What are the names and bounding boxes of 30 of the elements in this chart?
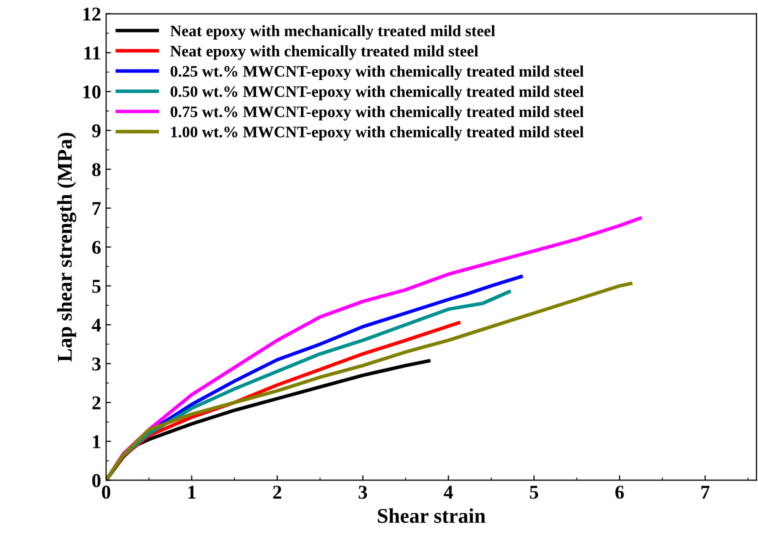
legend-label: Neat epoxy with mechanically treated mild steel <box>170 25 496 40</box>
x-tick-label: 7 <box>701 486 710 499</box>
x-tick-label: 1 <box>188 486 196 499</box>
legend-label: 1.00 wt.% MWCNT-epoxy with chemically treated mild steel <box>171 126 584 141</box>
x-tick-label: 5 <box>530 486 538 499</box>
legend-label: 0.50 wt.% MWCNT-epoxy with chemically treated mild steel <box>170 86 584 100</box>
y-tick-label: 12 <box>83 8 100 21</box>
y-tick-label: 8 <box>92 163 101 176</box>
y-tick-label: 1 <box>93 435 100 448</box>
y-tick-label: 11 <box>84 46 100 60</box>
y-tick-label: 10 <box>83 85 101 98</box>
y-tick-label: 0 <box>92 474 101 488</box>
x-tick-label: 3 <box>358 486 368 499</box>
y-tick-label: 6 <box>92 240 101 254</box>
legend-label: 0.25 wt.% MWCNT-epoxy with chemically treated mild steel <box>170 66 584 80</box>
legend-label: Neat epoxy with chemically treated mild steel <box>170 45 478 60</box>
y-tick-label: 7 <box>92 202 101 215</box>
y-tick-label: 4 <box>92 318 101 332</box>
line-series <box>106 282 632 480</box>
y-axis-title: Lap shear strength (MPa) <box>57 132 76 362</box>
x-tick-label: 2 <box>273 486 282 499</box>
x-axis-title: Shear strain <box>378 508 486 523</box>
x-tick-label: 6 <box>615 486 624 499</box>
y-tick-label: 5 <box>92 280 101 293</box>
legend-label: 0.75 wt.% MWCNT-epoxy with chemically treated mild steel <box>170 106 584 120</box>
y-tick-label: 3 <box>92 358 101 371</box>
x-tick-label: 0 <box>102 486 110 499</box>
x-tick-label: 4 <box>444 486 453 499</box>
y-tick-label: 9 <box>92 124 101 138</box>
y-tick-label: 2 <box>92 396 100 410</box>
